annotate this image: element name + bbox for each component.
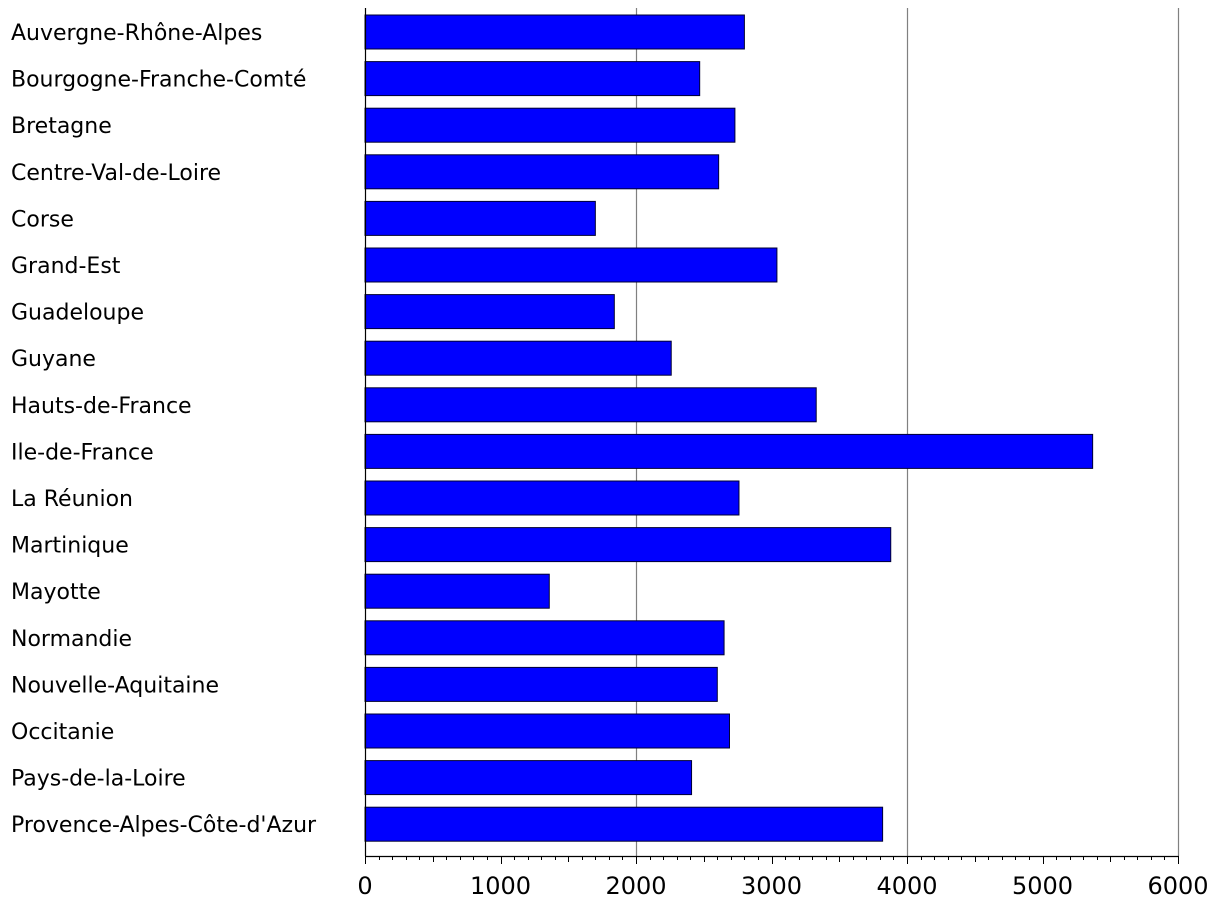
x-tick-label-4000: 4000 <box>876 872 937 900</box>
x-tick-label-3000: 3000 <box>741 872 802 900</box>
x-tick-label-5000: 5000 <box>1012 872 1073 900</box>
bar-3 <box>364 154 720 190</box>
category-labels: Auvergne-Rhône-Alpes Bourgogne-Franche-Co… <box>11 21 317 838</box>
bar-10 <box>364 480 740 516</box>
bar-6 <box>364 294 615 330</box>
bar-17 <box>364 806 884 842</box>
bar-12 <box>364 573 550 609</box>
bar-1 <box>364 61 701 97</box>
category-label-10: La Réunion <box>11 487 133 512</box>
bar-13 <box>364 620 725 656</box>
x-tick-label-2000: 2000 <box>605 872 666 900</box>
bar-0 <box>364 14 745 50</box>
category-label-5: Grand-Est <box>11 254 121 279</box>
category-label-4: Corse <box>11 207 74 232</box>
bar-14 <box>364 666 718 702</box>
category-label-9: Ile-de-France <box>11 440 154 465</box>
x-axis: 0 1000 2000 3000 4000 5000 6000 <box>357 8 1209 900</box>
bar-15 <box>364 713 730 749</box>
bar-4 <box>364 200 596 236</box>
category-label-16: Pays-de-la-Loire <box>11 767 186 792</box>
x-tick-label-0: 0 <box>357 872 372 900</box>
category-label-17: Provence-Alpes-Côte-d'Azur <box>11 813 317 838</box>
x-tick-label-1000: 1000 <box>470 872 531 900</box>
category-label-7: Guyane <box>11 347 96 372</box>
bar-7 <box>364 340 672 376</box>
category-label-14: Nouvelle-Aquitaine <box>11 673 219 698</box>
category-label-15: Occitanie <box>11 720 114 745</box>
x-tick-label-6000: 6000 <box>1147 872 1208 900</box>
bar-8 <box>364 387 817 423</box>
category-label-2: Bretagne <box>11 114 112 139</box>
category-label-11: Martinique <box>11 534 129 559</box>
bar-5 <box>364 247 778 283</box>
bar-16 <box>364 760 693 796</box>
category-label-13: Normandie <box>11 627 132 652</box>
bars <box>364 14 1094 842</box>
category-label-0: Auvergne-Rhône-Alpes <box>11 21 262 46</box>
category-label-12: Mayotte <box>11 580 101 605</box>
bar-2 <box>364 107 736 143</box>
bar-9 <box>364 433 1094 469</box>
category-label-1: Bourgogne-Franche-Comté <box>11 68 306 93</box>
category-label-8: Hauts-de-France <box>11 394 192 419</box>
category-label-3: Centre-Val-de-Loire <box>11 161 221 186</box>
category-label-6: Guadeloupe <box>11 301 144 326</box>
bar-11 <box>364 527 892 563</box>
